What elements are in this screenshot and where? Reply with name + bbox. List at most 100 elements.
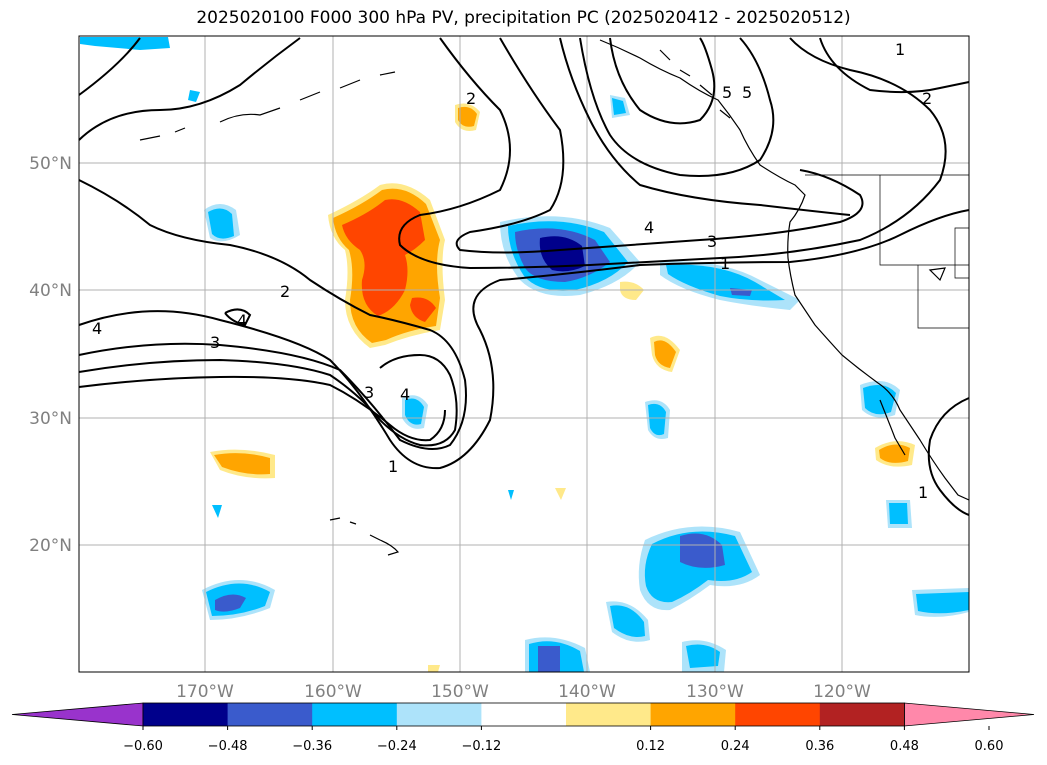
hawaiian-islands [329,517,400,556]
colorbar-tick-label: −0.60 [123,739,163,754]
precip-blob [458,106,477,127]
pv-contour-12 [927,397,970,516]
state-borders [805,174,970,329]
precip-blob [342,199,425,316]
lon-label-130w: 130°W [686,682,744,702]
map-border [78,35,970,673]
colorbar-tick-label: −0.12 [461,739,501,754]
lon-label-170w: 170°W [176,682,234,702]
contour-label-4: 4 [400,385,410,404]
pv-contour-9 [579,37,775,177]
precip-blob [889,503,908,524]
contour-label-4: 4 [92,319,102,338]
precip-blob [686,644,720,668]
lon-label-160w: 160°W [304,682,362,702]
contour-label-2: 2 [922,89,932,108]
precip-blob [212,505,222,518]
pv-contour-4 [78,375,446,442]
precip-blob [879,444,910,463]
aleutian-islands [139,71,396,141]
alaska-panhandle-islands [659,49,731,119]
precip-positive-shading [210,103,915,672]
lat-labels: 50°N 40°N 30°N 20°N [29,154,72,556]
lon-label-150w: 150°W [431,682,489,702]
colorbar-border [142,702,905,727]
precip-blob [215,594,246,612]
small-island [928,267,946,282]
precip-blob [680,533,725,568]
pv-contour-11 [819,37,970,94]
precip-blob [863,384,896,415]
colorbar-segment [312,703,398,726]
precip-blob [508,490,514,500]
precip-blob [610,605,645,637]
precip-blob [539,236,585,272]
colorbar-segment [566,703,652,726]
pv-contour-6 [398,37,947,270]
precip-blob [916,592,969,614]
colorbar-tick-label: 0.36 [805,739,834,754]
baja-peninsula [879,399,906,456]
pv-contour-2 [78,179,467,450]
pv-contour-8 [559,37,851,216]
coastlines [139,39,970,556]
colorbar-segment [481,703,567,726]
contour-label-1: 1 [720,254,730,273]
contour-label-3: 3 [210,333,220,352]
pv-contours [78,37,970,516]
precip-blob [80,37,170,50]
lat-label-30n: 30°N [29,409,72,429]
precip-blob [666,264,785,301]
colorbar-tick-label: 0.48 [890,739,919,754]
pv-contour-3 [78,353,458,447]
colorbar-tick-label: 0.24 [721,739,750,754]
contour-label-1: 1 [895,40,905,59]
contour-label-4: 4 [237,311,247,330]
contour-label-4: 4 [644,218,654,237]
lon-label-120w: 120°W [813,682,871,702]
map-area [79,36,969,672]
precip-blob [555,488,566,500]
pv-contour-1 [78,209,970,470]
precip-blob [648,403,666,436]
contour-label-5: 5 [742,83,752,102]
north-america-coast [599,39,970,501]
pv-contour-labels: 2 2 1 5 5 4 3 1 2 4 4 3 3 4 1 1 [92,40,932,502]
precip-blob [410,297,436,322]
pv-contour-5 [78,37,301,141]
precip-blob [214,453,270,475]
colorbar-tick-labels: −0.60 −0.48 −0.36 −0.24 −0.12 0.12 0.24 0.36 0.4… [123,739,1003,754]
contour-label-1: 1 [388,457,398,476]
pv-contour-10 [609,37,716,125]
colorbar-extend-max [904,702,1035,727]
colorbar-tick-label: 0.12 [636,739,665,754]
colorbar-segment [650,703,736,726]
colorbar-segment [819,703,905,726]
colorbar-tick-label: −0.48 [208,739,248,754]
precip-blob [612,98,626,115]
colorbar-tick-label: −0.36 [292,739,332,754]
contour-label-3: 3 [707,232,717,251]
colorbar-tick-label: −0.24 [377,739,417,754]
precip-blob [654,340,676,368]
contour-label-5: 5 [722,83,732,102]
contour-label-2: 2 [466,89,476,108]
precip-blob [208,208,234,239]
contour-label-2: 2 [280,282,290,301]
colorbar-segment [396,703,482,726]
lat-label-50n: 50°N [29,154,72,174]
precip-blob [620,281,644,300]
colorbar-extend-min [11,702,144,727]
colorbar-segment [227,703,313,726]
lon-label-140w: 140°W [558,682,616,702]
colorbar-tick-label: 0.60 [975,739,1004,754]
precip-blob [188,90,200,102]
map-title: 2025020100 F000 300 hPa PV, precipitatio… [196,8,851,28]
lat-label-40n: 40°N [29,281,72,301]
precip-blob [428,665,440,672]
pv-contour-13 [224,308,252,327]
colorbar-segment [735,703,821,726]
grid-lines [79,36,969,672]
colorbar-segment [143,703,229,726]
